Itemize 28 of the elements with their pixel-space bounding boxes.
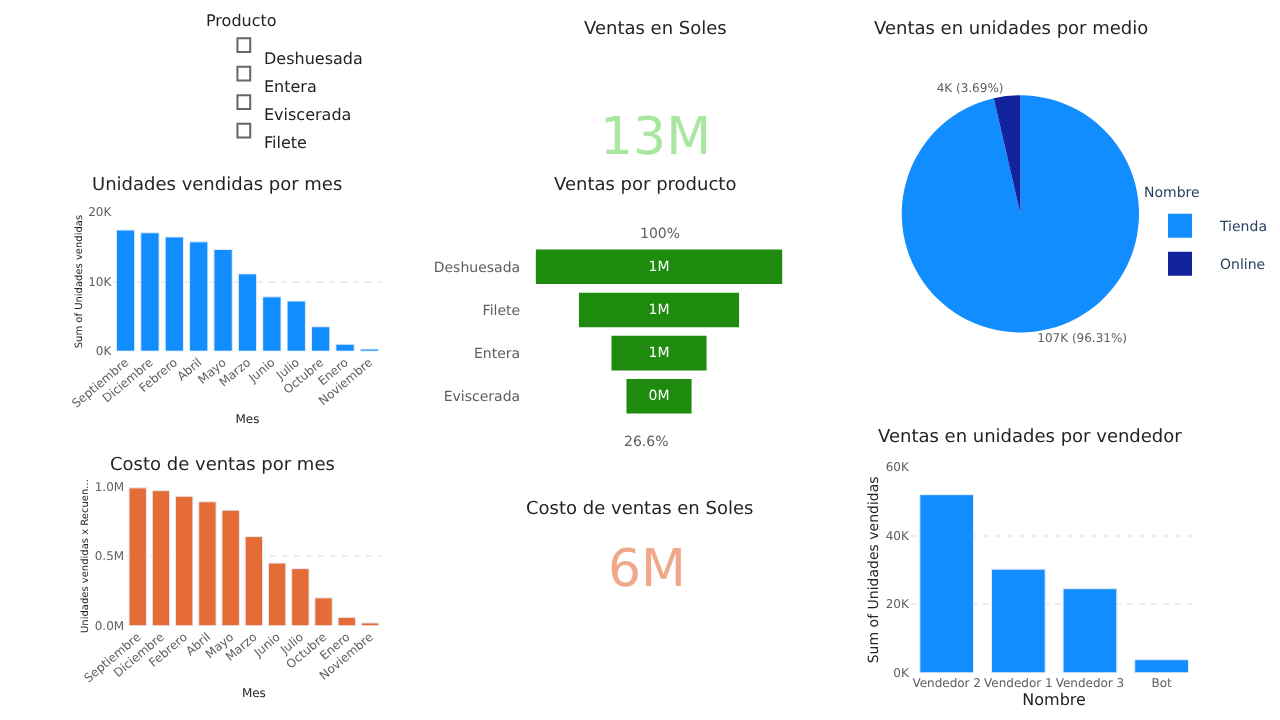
bar (337, 616, 356, 626)
pie-slice (993, 95, 1021, 214)
bar (262, 296, 282, 352)
bar (286, 300, 306, 352)
bar (291, 568, 310, 626)
text: 6M (608, 540, 686, 600)
bar (221, 509, 240, 626)
text: Costo de ventas en Soles (526, 500, 755, 520)
bar (198, 501, 217, 626)
bar (267, 562, 287, 626)
text: Eviscerada (264, 106, 352, 124)
text: 13M (600, 108, 712, 168)
bar (311, 326, 331, 352)
bar (335, 343, 355, 352)
chart-title: Unidades vendidas por mes (92, 176, 343, 196)
text: Ventas en Soles (584, 20, 728, 40)
text: Entera (264, 78, 317, 96)
text: Producto (206, 12, 277, 30)
x-axis-title: Nombre (1022, 690, 1087, 709)
text: Deshuesada (264, 50, 363, 68)
chart-title: Costo de ventas por mes (110, 456, 336, 476)
chart-title: Ventas en unidades por medio (874, 20, 1150, 40)
bar (1134, 659, 1189, 673)
chart-title: Ventas en unidades por vendedor (878, 428, 1183, 448)
bar (314, 597, 333, 626)
text: Ventas por producto (554, 176, 738, 196)
pie-slice (901, 95, 1139, 333)
text: Filete (264, 134, 308, 152)
